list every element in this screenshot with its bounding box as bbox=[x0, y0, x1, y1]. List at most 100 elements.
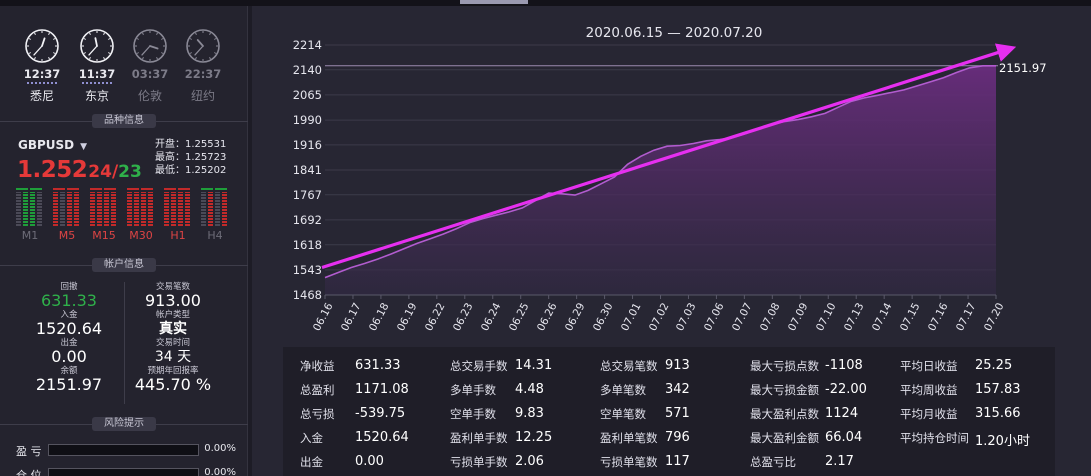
stat-label: 出金 bbox=[300, 455, 323, 469]
stat-cell: 多单手数 4.48 bbox=[450, 382, 544, 398]
stat-value: 1.20小时 bbox=[975, 434, 1030, 449]
timeframe-h4[interactable]: H4 bbox=[201, 188, 229, 244]
annual-return-label: 预期年回报率 bbox=[147, 366, 199, 376]
clock-tick bbox=[53, 38, 56, 40]
strength-column bbox=[30, 192, 35, 226]
stat-label: 平均周收益 bbox=[900, 383, 958, 397]
stat-label: 总盈亏比 bbox=[750, 455, 796, 469]
timeframe-h1[interactable]: H1 bbox=[164, 188, 192, 244]
clock-tick bbox=[209, 32, 211, 35]
trade-time-value: 34 天 bbox=[154, 349, 192, 365]
stat-cell: 亏损单笔数 117 bbox=[600, 454, 690, 470]
stat-label: 亏损单笔数 bbox=[600, 455, 658, 469]
clock-tick bbox=[161, 38, 164, 40]
trend-arrow bbox=[321, 43, 1017, 270]
strength-column bbox=[97, 192, 102, 226]
stat-label: 最大亏损点数 bbox=[750, 359, 819, 373]
timeframe-m1[interactable]: M1 bbox=[16, 188, 44, 244]
stat-label: 净收益 bbox=[300, 359, 335, 373]
strength-column bbox=[208, 192, 213, 226]
clock-london: 03:37 伦敦 bbox=[130, 28, 170, 104]
strength-stack bbox=[127, 188, 155, 226]
clock-face-icon bbox=[80, 29, 114, 63]
stat-cell: 出金 0.00 bbox=[300, 454, 384, 470]
stat-cell: 最大盈利金额 66.04 bbox=[750, 430, 862, 446]
hour-hand bbox=[149, 45, 159, 50]
clock-tick bbox=[108, 52, 111, 54]
section-label: 品种信息 bbox=[92, 114, 156, 128]
clock-city: 伦敦 bbox=[137, 89, 162, 103]
stat-cell: 总盈利 1171.08 bbox=[300, 382, 409, 398]
y-tick-label: 1990 bbox=[292, 113, 322, 128]
price-slash: / bbox=[111, 162, 119, 182]
low-price: 最低：1.25202 bbox=[155, 165, 227, 176]
stat-cell: 亏损单手数 2.06 bbox=[450, 454, 544, 470]
stat-value: -22.00 bbox=[825, 382, 867, 397]
equity-chart bbox=[321, 43, 1017, 299]
timeframe-m5[interactable]: M5 bbox=[53, 188, 81, 244]
clock-rim bbox=[80, 29, 114, 63]
timeframe-label: H4 bbox=[207, 229, 223, 242]
timeframe-m30[interactable]: M30 bbox=[127, 188, 155, 244]
hour-hand bbox=[94, 37, 98, 47]
section-header-account: 帐户信息 bbox=[0, 258, 248, 272]
drawdown-value: 631.33 bbox=[41, 291, 97, 310]
stat-value: 4.48 bbox=[515, 382, 544, 397]
strength-column bbox=[134, 192, 139, 226]
risk-label: 盈 亏 bbox=[16, 445, 42, 458]
clock-tick bbox=[53, 52, 56, 54]
withdraw-value: 0.00 bbox=[51, 347, 87, 366]
clock-tick bbox=[195, 32, 197, 35]
clock-tick bbox=[214, 38, 217, 40]
clock-tick bbox=[89, 32, 91, 35]
symbol-selector[interactable]: GBPUSD ▼ bbox=[18, 138, 87, 152]
y-tick-label: 1543 bbox=[292, 262, 322, 277]
stat-value: 1124 bbox=[825, 406, 859, 421]
stat-value: 796 bbox=[665, 430, 690, 445]
open-high-low: 开盘：1.25531 最高：1.25723 最低：1.25202 bbox=[155, 138, 226, 177]
stat-value: 1171.08 bbox=[355, 382, 409, 397]
symbol-name: GBPUSD bbox=[18, 138, 75, 152]
clock-tick bbox=[161, 52, 164, 54]
clock-tick bbox=[156, 32, 158, 35]
clock-tick bbox=[189, 52, 192, 54]
stat-cell: 总交易手数 14.31 bbox=[450, 358, 552, 374]
strength-cap bbox=[178, 188, 190, 190]
active-tab-indicator[interactable] bbox=[460, 0, 528, 4]
y-tick-label: 2065 bbox=[292, 87, 322, 102]
divider bbox=[124, 282, 125, 404]
y-tick-label: 1468 bbox=[292, 288, 322, 302]
timeframe-strength-bars: M1 M5 M15 M30 H1 H4 bbox=[16, 188, 231, 244]
strength-column bbox=[111, 192, 116, 226]
risk-value: 0.00% bbox=[204, 443, 236, 454]
stat-value: 2.06 bbox=[515, 454, 544, 469]
clock-tick bbox=[28, 52, 31, 54]
strength-stack bbox=[164, 188, 192, 226]
clock-tick bbox=[136, 52, 139, 54]
hour-hand bbox=[41, 37, 46, 47]
stat-cell: 最大亏损金额 -22.00 bbox=[750, 382, 867, 398]
stat-value: -539.75 bbox=[355, 406, 406, 421]
strength-column bbox=[104, 192, 109, 226]
section-header-symbol: 品种信息 bbox=[0, 114, 248, 128]
timeframe-m15[interactable]: M15 bbox=[90, 188, 118, 244]
stat-cell: 净收益 631.33 bbox=[300, 358, 401, 374]
y-tick-label: 2140 bbox=[292, 62, 322, 77]
stat-label: 最大盈利点数 bbox=[750, 407, 819, 421]
account-right-column: 交易笔数 913.00 帐户类型 真实 交易时间 34 天 预期年回报率 445… bbox=[118, 282, 228, 394]
y-tick-label: 1841 bbox=[292, 163, 322, 177]
stat-label: 平均日收益 bbox=[900, 359, 958, 373]
stat-cell: 空单手数 9.83 bbox=[450, 406, 544, 422]
clock-tick bbox=[136, 38, 139, 40]
clock-tick bbox=[28, 38, 31, 40]
stat-value: 12.25 bbox=[515, 430, 553, 445]
strength-column bbox=[90, 192, 95, 226]
clock-city: 纽约 bbox=[190, 89, 215, 103]
timeframe-label: M30 bbox=[129, 229, 153, 242]
strength-column bbox=[148, 192, 153, 226]
clock-sydney: 12:37 悉尼 bbox=[22, 28, 62, 104]
clock-city: 东京 bbox=[84, 89, 109, 103]
strength-column bbox=[37, 192, 42, 226]
clock-face-icon bbox=[133, 29, 167, 63]
dropdown-caret-icon[interactable]: ▼ bbox=[80, 142, 88, 152]
